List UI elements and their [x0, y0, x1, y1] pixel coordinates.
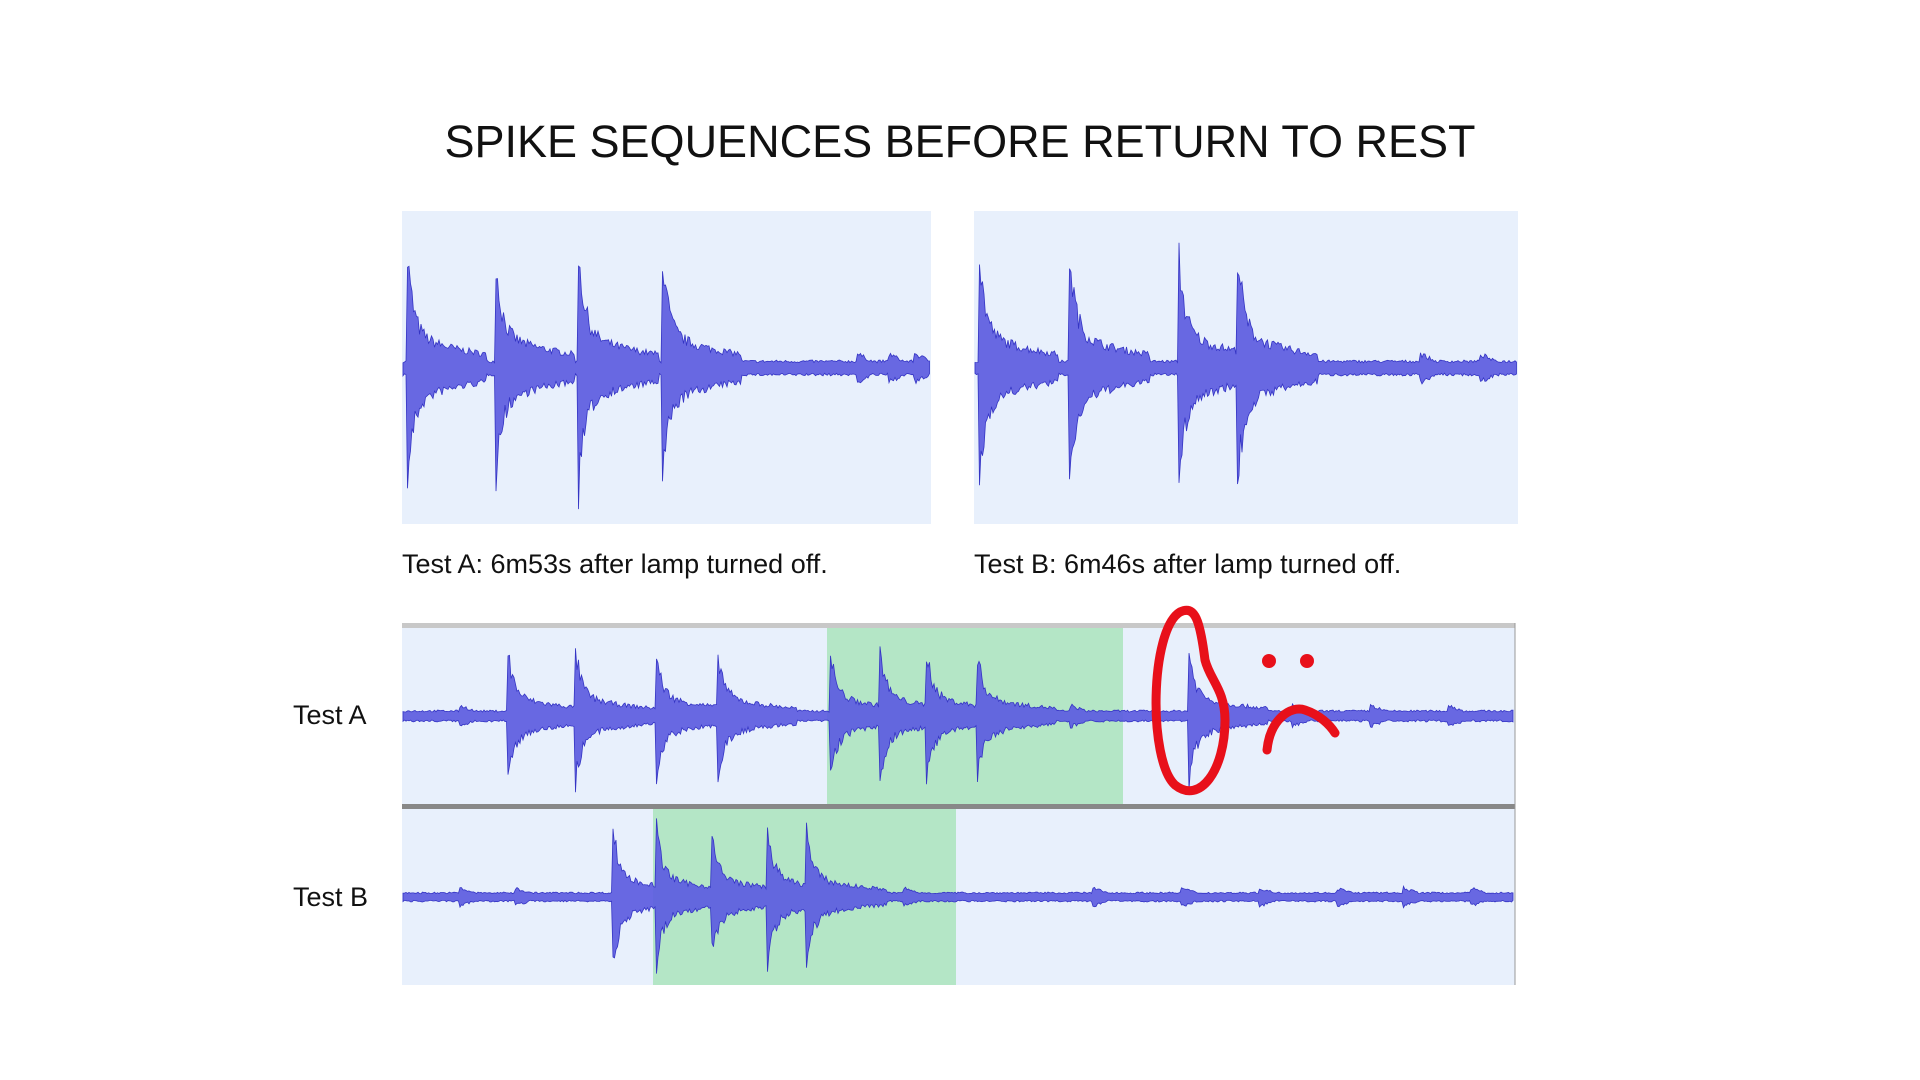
track-label-b: Test B	[293, 882, 368, 912]
track-a-header	[402, 623, 1515, 628]
frown	[1262, 704, 1340, 755]
caption-b: Test B: 6m46s after lamp turned off.	[974, 549, 1401, 579]
waveform	[402, 818, 1514, 974]
eye	[1262, 654, 1276, 668]
annotation	[1151, 605, 1340, 796]
track-b-header	[402, 804, 1515, 809]
waveform	[974, 242, 1517, 486]
slide-title: SPIKE SEQUENCES BEFORE RETURN TO REST	[444, 116, 1475, 167]
red-circle	[1151, 605, 1230, 796]
waveform	[402, 265, 930, 510]
track-label-a: Test A	[293, 700, 367, 730]
eye	[1300, 654, 1314, 668]
waveform	[402, 646, 1514, 793]
waveforms	[402, 242, 1517, 974]
caption-a: Test A: 6m53s after lamp turned off.	[402, 549, 828, 579]
